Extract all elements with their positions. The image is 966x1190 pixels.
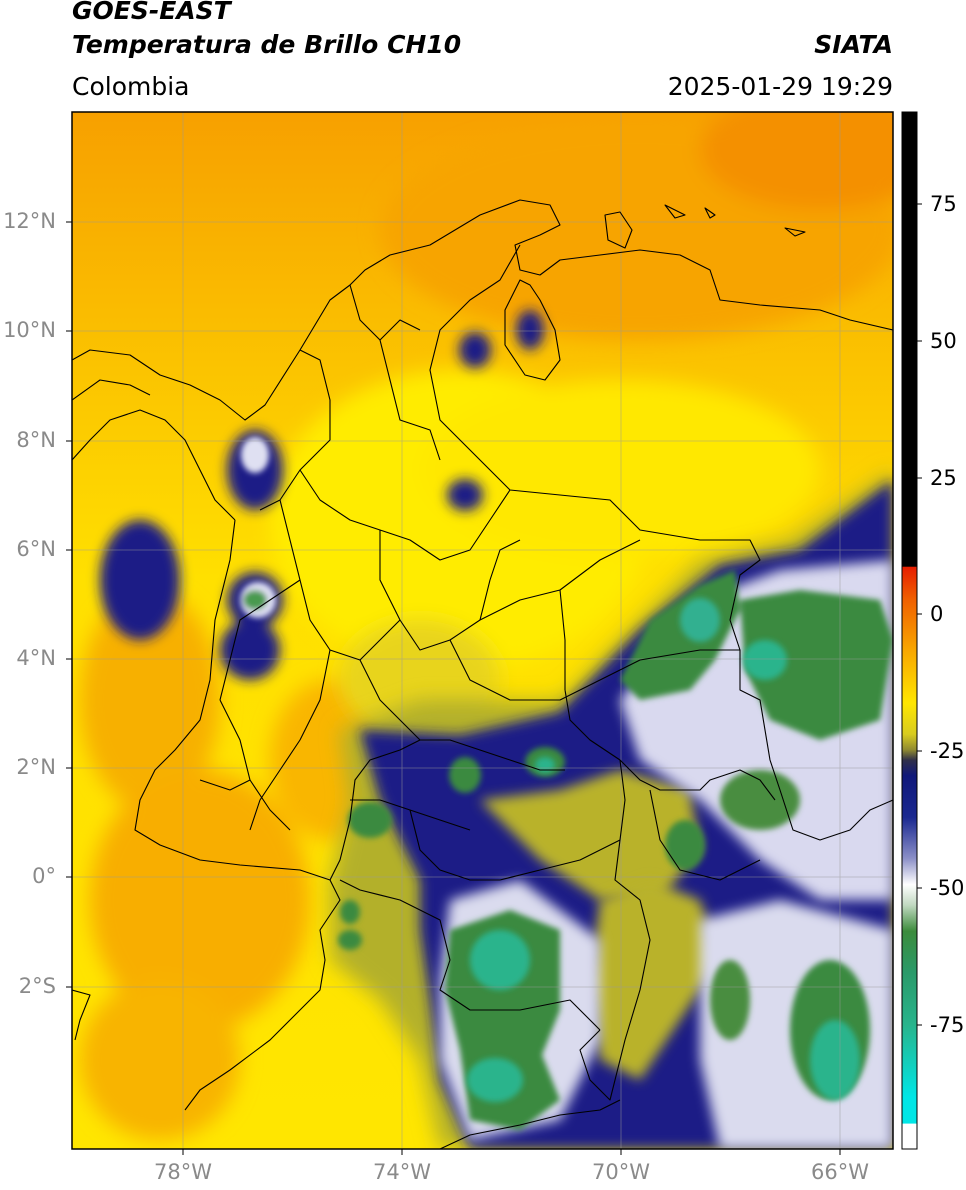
lon-label-66w: 66°W [811,1160,869,1184]
lat-label-12n: 12°N [3,209,56,233]
satellite-title: GOES-EAST [72,0,231,25]
agency-label: SIATA [814,30,893,59]
colorbar-label-0: 0 [930,602,944,626]
region-label: Colombia [72,72,190,101]
lat-label-10n: 10°N [3,318,56,342]
lat-label-6n: 6°N [16,537,56,561]
lon-label-78w: 78°W [154,1160,212,1184]
lat-label-2n: 2°N [16,755,56,779]
lon-ticks [182,1149,841,1155]
lon-label-70w: 70°W [592,1160,650,1184]
yellow-field [270,370,820,740]
product-title: Temperatura de Brillo CH10 [72,30,462,59]
coastlines-and-borders [72,199,893,1149]
colorbar-strip [901,111,918,1150]
lat-label-4n: 4°N [16,646,56,670]
lat-label-0: 0° [32,864,56,888]
lat-label-8n: 8°N [16,428,56,452]
colorbar-label-25: 25 [930,466,957,490]
colorbar-label-minus75: -75 [930,1013,965,1037]
graticule [72,112,893,1149]
datetime-label: 2025-01-29 19:29 [667,72,893,101]
colorbar-label-minus50: -50 [930,876,965,900]
convective-system-southeast [330,470,893,1149]
colorbar-label-minus25: -25 [930,739,965,763]
lat-label-2s: 2°S [18,974,56,998]
colorbar-label-50: 50 [930,329,957,353]
lon-label-74w: 74°W [373,1160,431,1184]
colorbar-label-75: 75 [930,192,957,216]
lat-ticks [66,221,72,988]
colorbar-ticks [917,203,922,1026]
map-frame [71,111,894,1150]
